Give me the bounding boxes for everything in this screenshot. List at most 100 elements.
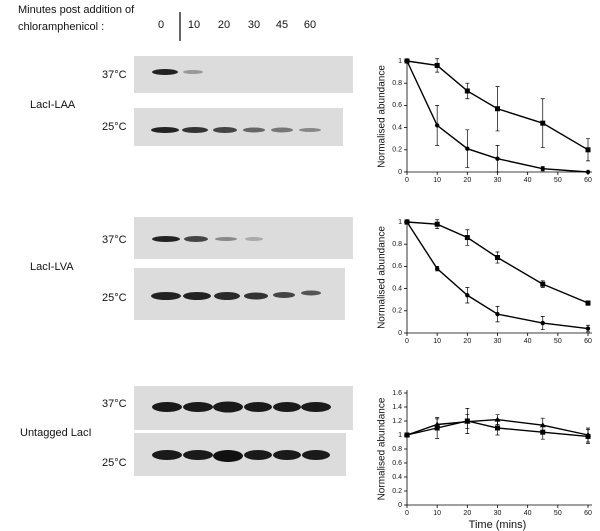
x-tick-label: 30 (494, 510, 502, 517)
y-tick-label: 1 (398, 432, 402, 439)
band (271, 127, 293, 133)
marker (464, 418, 470, 424)
y-tick-label: 0 (398, 330, 402, 337)
y-tick-label: 1.4 (392, 404, 402, 411)
temp-label: 25°C (102, 292, 127, 304)
lane-label: 60 (304, 19, 316, 31)
x-tick-label: 60 (584, 338, 592, 345)
lane-label: 10 (188, 19, 200, 31)
x-tick-label: 50 (554, 177, 562, 184)
panel-label: LacI-LAA (30, 99, 76, 111)
marker (404, 58, 410, 64)
x-tick-label: 60 (584, 177, 592, 184)
y-tick-label: 0.6 (392, 263, 402, 270)
y-tick-label: 0.8 (392, 446, 402, 453)
band (152, 450, 182, 460)
marker (434, 123, 440, 128)
band (183, 292, 211, 300)
band (183, 70, 203, 74)
marker (434, 266, 440, 271)
band (151, 292, 181, 300)
marker (585, 433, 591, 439)
marker (495, 106, 500, 112)
x-tick-label: 20 (463, 338, 471, 345)
marker (585, 147, 591, 153)
x-axis-label: Time (mins) (469, 519, 527, 531)
y-tick-label: 0.8 (392, 241, 402, 248)
marker (404, 219, 410, 225)
y-tick-label: 0.4 (392, 285, 402, 292)
lane-label: 0 (158, 19, 164, 31)
band (244, 402, 272, 412)
y-tick-label: 0.2 (392, 308, 402, 315)
marker (495, 255, 500, 261)
y-tick-label: 0.6 (392, 102, 402, 109)
x-tick-label: 10 (433, 338, 441, 345)
band (273, 450, 301, 460)
line (406, 418, 589, 436)
band (301, 290, 321, 296)
marker (540, 320, 545, 326)
band (299, 128, 321, 132)
line (406, 60, 589, 151)
band (183, 402, 213, 412)
band (151, 127, 179, 133)
marker (465, 146, 470, 151)
band (182, 127, 208, 133)
marker (540, 281, 546, 287)
temp-label: 37°C (102, 69, 127, 81)
lane-label: 30 (248, 19, 260, 31)
band (273, 292, 295, 298)
band (152, 69, 178, 75)
marker (464, 88, 470, 94)
y-tick-label: 1.6 (392, 390, 402, 397)
marker (585, 300, 591, 306)
line (406, 221, 589, 304)
x-tick-label: 20 (463, 510, 471, 517)
lane-label: 20 (218, 19, 230, 31)
temp-label: 25°C (102, 457, 127, 469)
x-tick-label: 0 (405, 510, 409, 517)
marker (494, 416, 501, 422)
x-tick-label: 30 (494, 177, 502, 184)
band (244, 292, 268, 300)
marker (495, 156, 500, 161)
y-tick-label: 0 (398, 502, 402, 509)
band (215, 237, 237, 241)
y-tick-label: 0.2 (392, 147, 402, 154)
y-tick-label: 1 (398, 219, 402, 226)
marker (434, 425, 440, 431)
x-tick-label: 20 (463, 177, 471, 184)
y-tick-label: 1 (398, 58, 402, 65)
x-tick-label: 0 (405, 338, 409, 345)
y-tick-label: 0.2 (392, 488, 402, 495)
band (302, 450, 330, 460)
x-tick-label: 0 (405, 177, 409, 184)
lane-label: 45 (276, 19, 288, 31)
marker (539, 422, 546, 428)
temp-label: 37°C (102, 234, 127, 246)
header-line: Minutes post addition of (18, 4, 135, 16)
marker (404, 432, 410, 438)
marker (540, 429, 546, 435)
y-tick-label: 1.2 (392, 418, 402, 425)
x-tick-label: 40 (524, 177, 532, 184)
temp-label: 37°C (102, 398, 127, 410)
marker (495, 311, 500, 317)
line (406, 420, 589, 438)
x-tick-label: 60 (584, 510, 592, 517)
panel-label: LacI-LVA (30, 261, 74, 273)
header-line: chloramphenicol : (18, 21, 104, 33)
y-axis-label: Normalised abundance (377, 65, 388, 168)
y-tick-label: 0.8 (392, 80, 402, 87)
band (213, 450, 243, 462)
band (152, 402, 182, 412)
x-tick-label: 40 (524, 510, 532, 517)
x-tick-label: 40 (524, 338, 532, 345)
line (406, 60, 589, 173)
band (273, 402, 301, 412)
band (213, 401, 243, 413)
marker (585, 169, 591, 175)
x-tick-label: 50 (554, 338, 562, 345)
